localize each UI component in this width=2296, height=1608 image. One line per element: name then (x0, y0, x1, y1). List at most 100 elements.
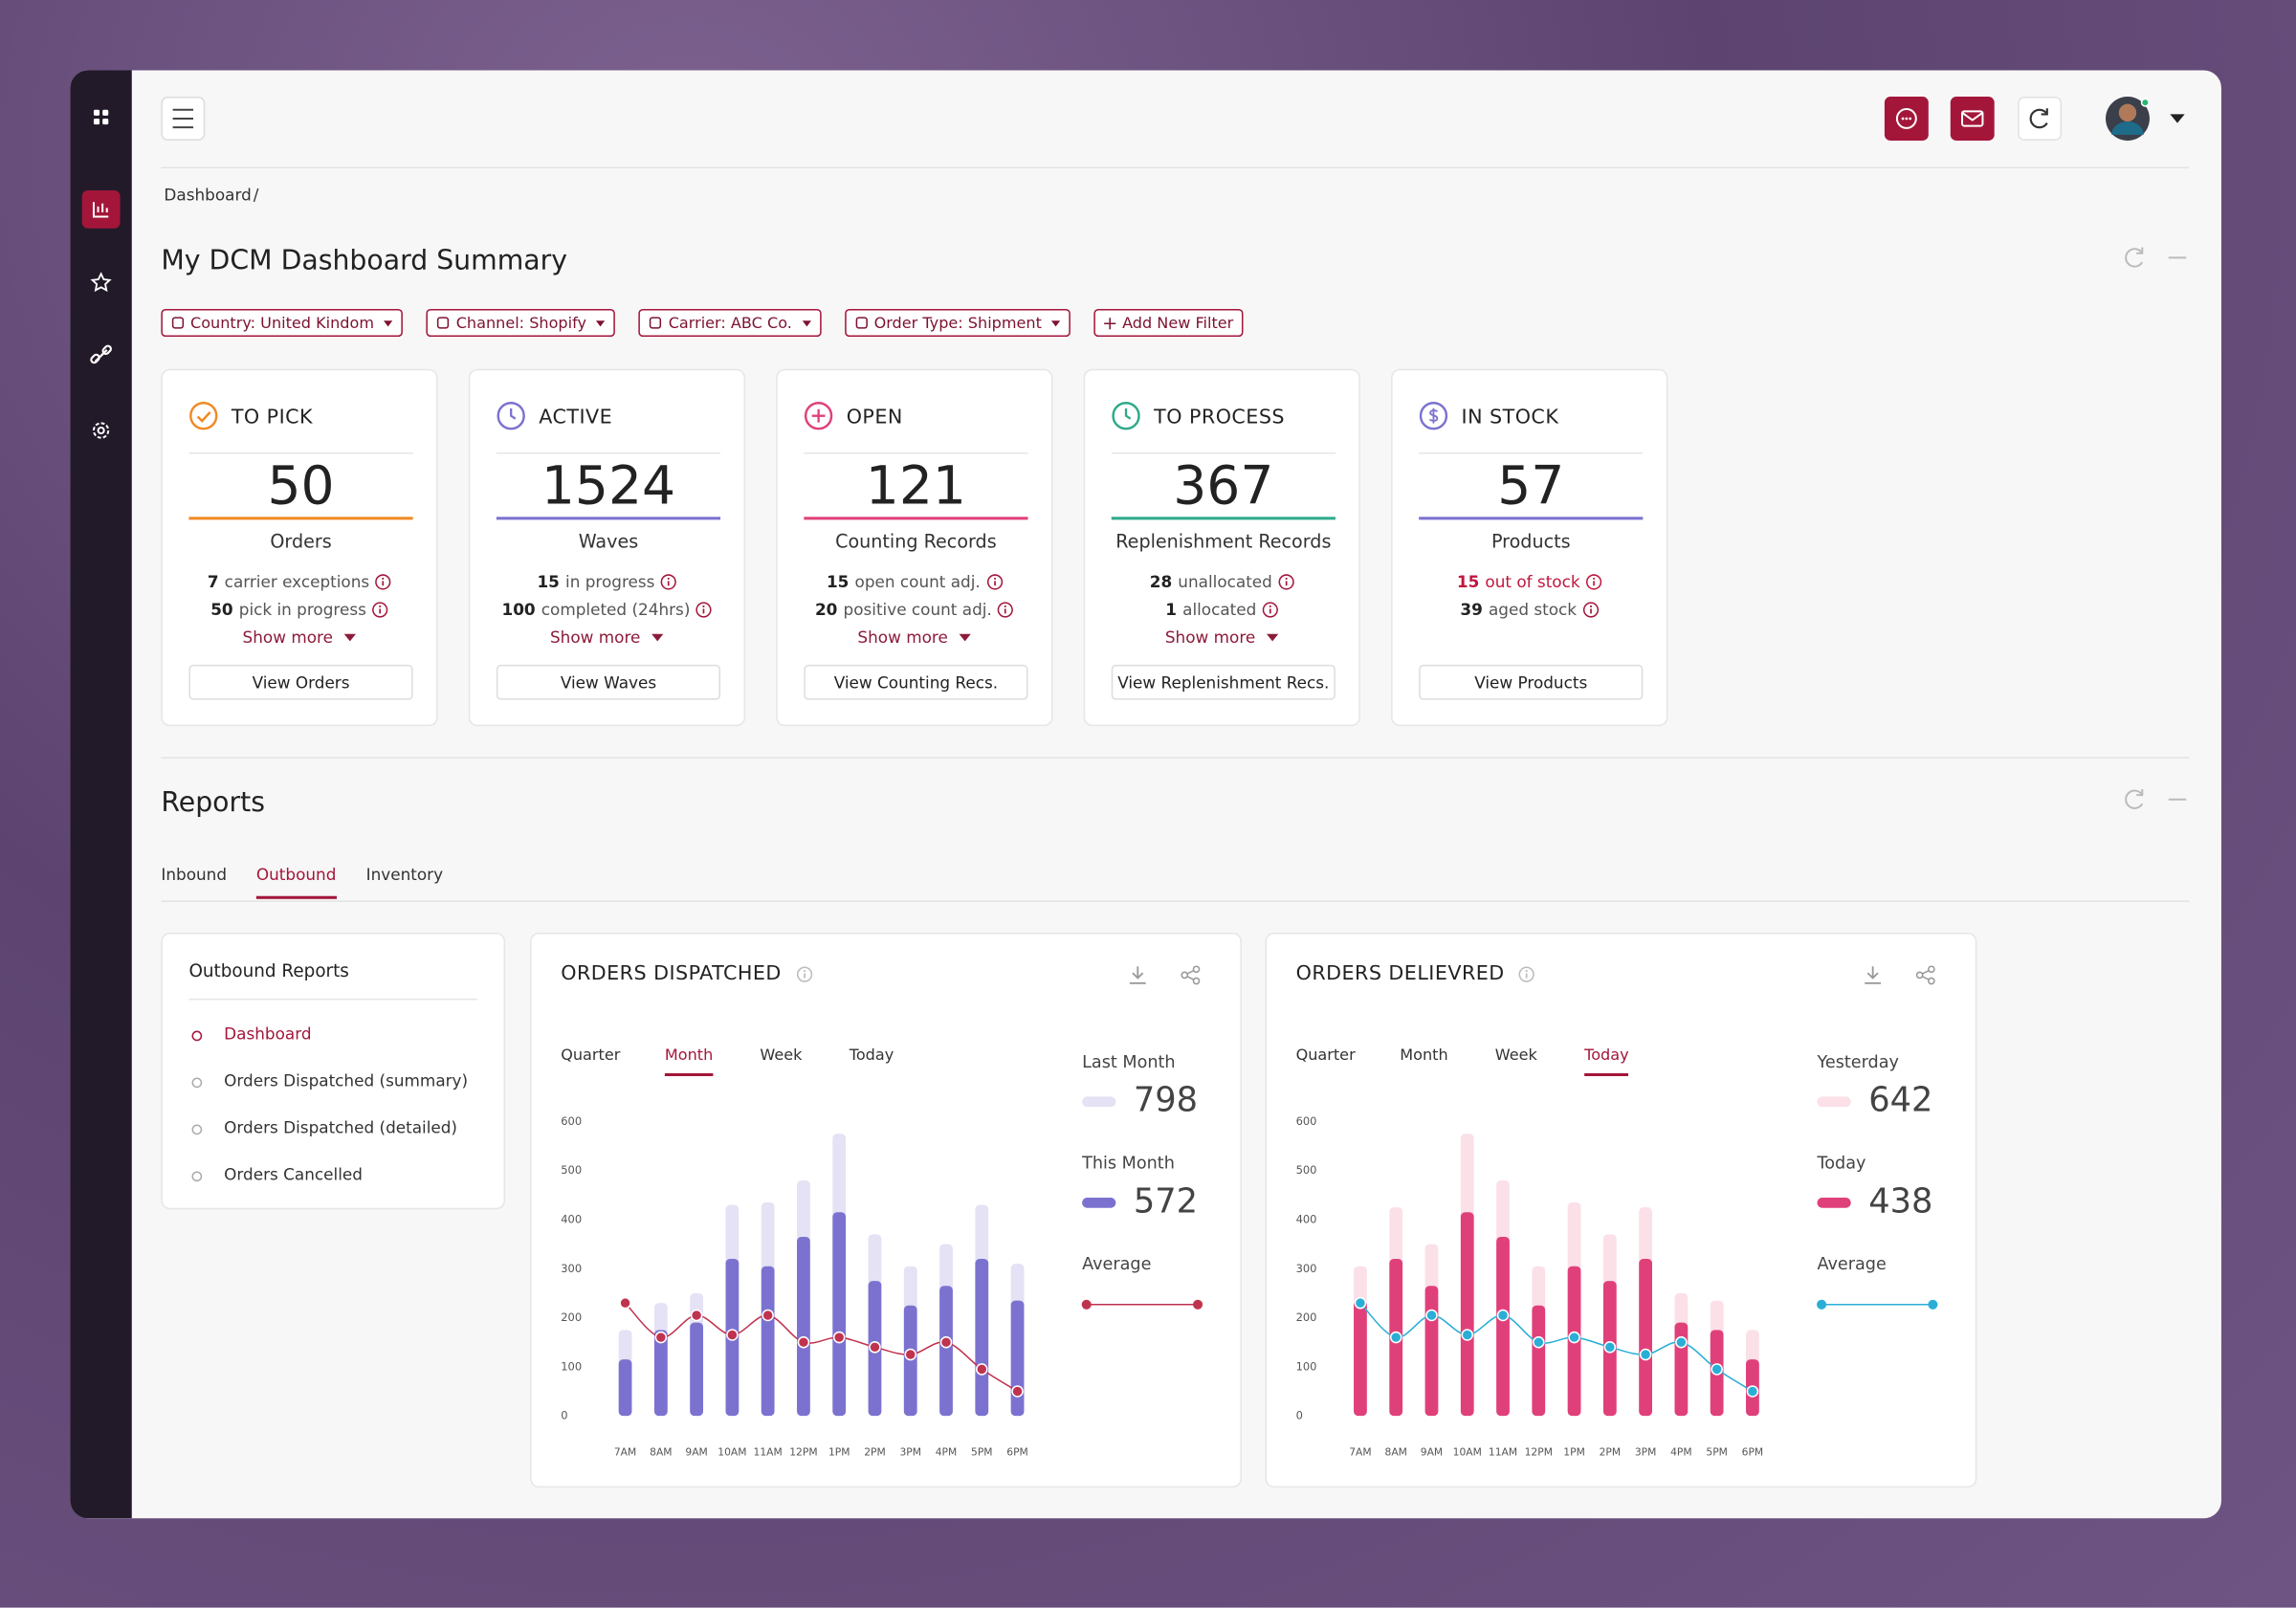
card-button[interactable]: View Orders (188, 664, 413, 700)
filter-caret (802, 319, 811, 326)
card-button[interactable]: View Replenishment Recs. (1111, 664, 1336, 700)
period-tab[interactable]: Today (1584, 1046, 1629, 1076)
card-button[interactable]: View Counting Recs. (804, 664, 1028, 700)
card-detail: 100 completed (24hrs) (470, 597, 743, 620)
legend-total: 572 (1133, 1182, 1199, 1222)
show-more-caret (651, 632, 664, 641)
average-point (726, 1329, 739, 1341)
reports-controls[interactable] (2125, 788, 2187, 809)
show-more[interactable]: Show more (163, 626, 436, 649)
filter-chip[interactable]: Order Type: Shipment (844, 308, 1071, 338)
info-icon (375, 573, 391, 589)
report-link[interactable]: Orders Dispatched (detailed) (224, 1118, 458, 1138)
average-point (1639, 1348, 1652, 1361)
period-tab[interactable]: Month (1400, 1046, 1448, 1065)
card-divider (804, 452, 1028, 454)
report-link[interactable]: Orders Dispatched (summary) (224, 1071, 469, 1091)
y-tick-label: 100 (561, 1359, 582, 1373)
legend-total: 438 (1868, 1182, 1933, 1222)
filter-chip[interactable]: Country: United Kindom (161, 308, 404, 338)
chat-button[interactable] (1884, 97, 1929, 141)
info-icon (372, 601, 388, 617)
filter-chip[interactable]: Carrier: ABC Co. (639, 308, 822, 338)
bar (690, 1322, 703, 1417)
card-unit: Products (1490, 530, 1571, 553)
report-link[interactable]: Dashboard (224, 1024, 312, 1045)
plus-icon (1104, 317, 1116, 329)
x-tick-label: 3PM (1635, 1445, 1657, 1458)
chart-title: ORDERS DISPATCHED (561, 961, 782, 986)
period-tab[interactable]: Quarter (561, 1046, 621, 1065)
report-link[interactable]: Orders Cancelled (224, 1165, 363, 1185)
summary-controls[interactable] (2125, 247, 2187, 268)
breadcrumb-separator: / (253, 186, 259, 206)
card-underline (1111, 517, 1336, 520)
show-more[interactable]: Show more (778, 626, 1051, 649)
detail-count: 20 (814, 599, 838, 619)
refresh-button[interactable] (2018, 97, 2063, 141)
detail-text: allocated (1182, 599, 1257, 619)
detail-text: in progress (565, 571, 655, 591)
favorites-icon[interactable] (90, 272, 112, 293)
card-value: 57 (1497, 456, 1565, 517)
x-tick-label: 7AM (1349, 1445, 1371, 1458)
show-more[interactable]: Show more (1085, 626, 1358, 649)
report-tab[interactable]: Outbound (255, 864, 337, 899)
average-point (1461, 1329, 1474, 1341)
report-tab[interactable]: Inventory (365, 865, 444, 885)
filter-icon (171, 317, 185, 329)
menu-button[interactable] (161, 97, 206, 141)
card-icon (1112, 401, 1140, 430)
chart-header: ORDERS DELIEVRED (1296, 962, 1535, 985)
card-title: TO PICK (231, 405, 314, 429)
show-more[interactable]: Show more (470, 626, 743, 649)
card-underline (188, 517, 413, 520)
x-tick-label: 7AM (614, 1445, 636, 1458)
show-more-caret (1267, 632, 1279, 641)
average-line (1359, 1302, 1754, 1393)
card-button[interactable]: View Waves (496, 664, 721, 700)
mail-button[interactable] (1950, 97, 1995, 141)
user-avatar[interactable] (2106, 97, 2185, 141)
filter-chip[interactable]: Channel: Shopify (427, 308, 616, 338)
average-point (1675, 1335, 1688, 1349)
apps-icon[interactable] (93, 109, 109, 125)
detail-count: 15 (826, 571, 850, 591)
card-detail: 15 out of stock (1393, 569, 1667, 592)
card-detail: 39 aged stock (1393, 597, 1667, 620)
average-point (939, 1335, 953, 1349)
period-tab[interactable]: Today (849, 1046, 894, 1065)
y-tick-label: 200 (1296, 1311, 1317, 1324)
filter-icon (855, 317, 868, 329)
card-unit: Orders (270, 530, 332, 553)
card-divider (188, 452, 413, 454)
dashboard-icon[interactable] (81, 189, 121, 229)
period-tab[interactable]: Week (1494, 1046, 1537, 1065)
bar (618, 1359, 632, 1417)
info-icon (796, 965, 812, 981)
links-icon[interactable] (90, 344, 112, 364)
show-more-label: Show more (242, 627, 333, 647)
card-unit: Replenishment Records (1115, 530, 1332, 553)
report-tab[interactable]: Inbound (161, 865, 228, 885)
settings-icon[interactable] (92, 422, 110, 439)
breadcrumb-item[interactable]: Dashboard (164, 186, 252, 206)
info-icon (998, 601, 1014, 617)
filter-caret (596, 319, 606, 326)
y-tick-label: 500 (561, 1163, 582, 1177)
average-point (832, 1331, 846, 1344)
bar (1496, 1236, 1510, 1417)
filter-label: Order Type: Shipment (873, 314, 1042, 332)
period-tab[interactable]: Month (664, 1046, 714, 1076)
period-tab[interactable]: Week (760, 1046, 803, 1065)
add-filter-button[interactable]: Add New Filter (1093, 308, 1244, 338)
bar (1460, 1212, 1474, 1417)
x-tick-label: 4PM (1670, 1445, 1692, 1458)
period-tab[interactable]: Quarter (1295, 1046, 1356, 1065)
average-point (1746, 1385, 1759, 1398)
card-title: TO PROCESS (1154, 405, 1285, 429)
chart-card: ORDERS DELIEVRED Quarter Month Week Today 0 10… (1265, 932, 1977, 1488)
card-title: IN STOCK (1461, 405, 1559, 429)
card-unit: Counting Records (835, 530, 997, 553)
card-button[interactable]: View Products (1419, 664, 1644, 700)
